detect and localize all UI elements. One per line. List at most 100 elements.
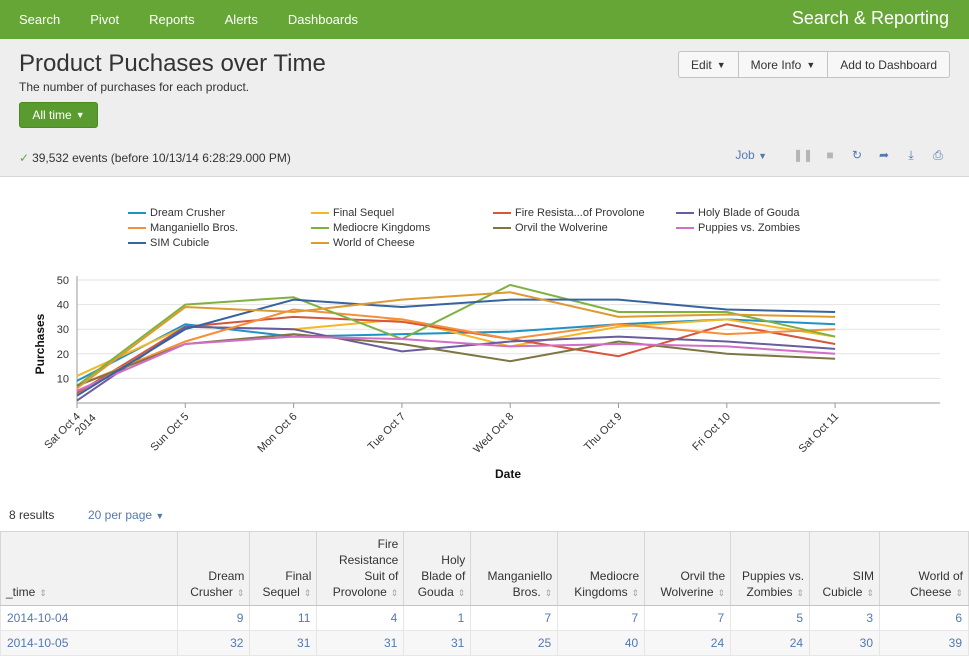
legend-item[interactable]: SIM Cubicle	[128, 237, 209, 249]
value-cell[interactable]: 7	[644, 605, 732, 631]
time-cell[interactable]: 2014-10-04	[0, 605, 179, 631]
column-header-label: SIM	[852, 569, 875, 583]
legend-label: SIM Cubicle	[150, 237, 210, 249]
x-tick-label-line: Wed Oct 8	[471, 411, 516, 456]
time-cell[interactable]: 2014-10-05	[0, 630, 179, 656]
column-header[interactable]: SIM Cubicle ⇕	[809, 531, 881, 606]
sort-icon[interactable]: ⇕	[866, 588, 875, 598]
nav-reports[interactable]: Reports	[149, 12, 195, 27]
app-title[interactable]: Search & Reporting	[791, 8, 949, 28]
legend-item[interactable]: Mediocre Kingdoms	[311, 222, 430, 234]
legend-item[interactable]: Dream Crusher	[128, 207, 225, 219]
value-cell[interactable]: 7	[557, 605, 646, 631]
column-header[interactable]: Dream Crusher ⇕	[177, 531, 251, 606]
y-tick-label: 20	[57, 349, 69, 361]
series-line	[76, 308, 836, 387]
legend-item[interactable]: Final Sequel	[311, 207, 394, 219]
results-table: _time ⇕ Dream Crusher ⇕ Final Sequel ⇕ Fire Resis…	[0, 531, 969, 656]
value-cell[interactable]: 31	[403, 630, 472, 656]
value-cell[interactable]: 9	[177, 605, 251, 631]
legend-swatch	[676, 212, 694, 214]
nav-dashboards[interactable]: Dashboards	[287, 12, 358, 27]
x-tick-label-line: Tue Oct 7	[366, 411, 408, 453]
value-cell[interactable]: 24	[644, 630, 732, 656]
column-header[interactable]: Holy Blade of Gouda ⇕	[403, 531, 472, 606]
column-header[interactable]: Fire Resistance Suit of Provolone ⇕	[316, 531, 405, 606]
sort-icon[interactable]: ⇕	[303, 588, 312, 598]
value-cell[interactable]: 30	[809, 630, 881, 656]
legend-label: Puppies vs. Zombies	[698, 222, 801, 234]
value-cell[interactable]: 1	[403, 605, 472, 631]
legend-item[interactable]: Orvil the Wolverine	[493, 222, 608, 234]
value-cell[interactable]: 24	[730, 630, 811, 656]
sort-icon[interactable]: ⇕	[955, 588, 963, 598]
chevron-down-icon: ▼	[155, 511, 165, 521]
sort-icon[interactable]: ⇕	[39, 588, 47, 598]
edit-button[interactable]: Edit ▼	[678, 51, 739, 78]
column-header[interactable]: Orvil the Wolverine ⇕	[644, 531, 732, 606]
print-icon[interactable]: ⎙	[933, 147, 943, 162]
nav-pivot[interactable]: Pivot	[90, 12, 120, 27]
column-header-label: _time	[6, 585, 36, 599]
column-header[interactable]: _time ⇕	[0, 531, 179, 606]
value-cell[interactable]: 39	[879, 630, 969, 656]
legend-swatch	[128, 242, 146, 244]
value-cell[interactable]: 7	[470, 605, 559, 631]
export-icon[interactable]: ⤓	[908, 147, 914, 162]
per-page-select[interactable]: 20 per page ▼	[88, 508, 164, 522]
sort-icon[interactable]: ⇕	[390, 588, 399, 598]
value-cell[interactable]: 31	[316, 630, 405, 656]
column-header[interactable]: Manganiello Bros. ⇕	[470, 531, 559, 606]
refresh-icon[interactable]: ↻	[851, 148, 863, 162]
column-header-label: Fire	[377, 537, 399, 551]
value-cell[interactable]: 6	[879, 605, 969, 631]
sort-icon[interactable]: ⇕	[631, 588, 640, 598]
table-row: 2014-10-05 32 31 31 31 25 40 24 24 30 39	[0, 630, 969, 656]
add-to-dashboard-button[interactable]: Add to Dashboard	[828, 51, 950, 78]
value-cell[interactable]: 25	[470, 630, 559, 656]
legend-item[interactable]: World of Cheese	[311, 237, 415, 249]
stop-icon[interactable]: ■	[826, 148, 834, 162]
column-header[interactable]: Mediocre Kingdoms ⇕	[557, 531, 646, 606]
report-actions: Edit ▼ More Info ▼ Add to Dashboard	[678, 51, 950, 78]
series-line	[76, 325, 836, 402]
share-icon[interactable]: ➦	[878, 148, 890, 162]
column-header[interactable]: Puppies vs. Zombies ⇕	[730, 531, 811, 606]
column-header-label: Dream	[208, 569, 245, 583]
x-axis-title: Date	[495, 467, 521, 481]
nav-alerts[interactable]: Alerts	[224, 12, 258, 27]
sort-icon[interactable]: ⇕	[796, 588, 805, 598]
value-cell[interactable]: 40	[557, 630, 646, 656]
top-nav: Search Pivot Reports Alerts Dashboards S…	[0, 0, 969, 39]
sort-icon[interactable]: ⇕	[457, 588, 466, 598]
column-header-label: Resistance	[338, 553, 399, 567]
pause-icon[interactable]: ❚❚	[792, 148, 814, 162]
chevron-down-icon: ▼	[758, 151, 767, 161]
value-cell[interactable]: 3	[809, 605, 881, 631]
sort-icon[interactable]: ⇕	[236, 588, 245, 598]
more-info-button[interactable]: More Info ▼	[738, 51, 829, 78]
legend-item[interactable]: Fire Resista...of Provolone	[493, 207, 645, 219]
x-tick-label-line: Fri Oct 10	[690, 411, 733, 454]
x-tick-label-line: Thu Oct 9	[582, 411, 625, 454]
event-count: ✓ 39,532 events (before 10/13/14 6:28:29.…	[19, 151, 291, 165]
job-menu[interactable]: Job ▼	[735, 148, 767, 162]
line-chart: Dream Crusher Final Sequel Fire Resista...…	[0, 178, 969, 500]
sort-icon[interactable]: ⇕	[544, 588, 553, 598]
x-tick-label: Mon Oct 6	[255, 411, 299, 455]
value-cell[interactable]: 4	[316, 605, 405, 631]
column-header[interactable]: World of Cheese ⇕	[879, 531, 969, 606]
value-cell[interactable]: 31	[249, 630, 318, 656]
time-range-picker[interactable]: All time ▼	[19, 102, 98, 128]
value-cell[interactable]: 32	[177, 630, 251, 656]
column-header-label: Provolone	[332, 585, 387, 599]
sort-icon[interactable]: ⇕	[717, 588, 726, 598]
legend-item[interactable]: Manganiello Bros.	[128, 222, 238, 234]
value-cell[interactable]: 11	[249, 605, 318, 631]
value-cell[interactable]: 5	[730, 605, 811, 631]
legend-item[interactable]: Puppies vs. Zombies	[676, 222, 800, 234]
legend-item[interactable]: Holy Blade of Gouda	[676, 207, 800, 219]
y-axis-title: Purchases	[33, 313, 47, 374]
nav-search[interactable]: Search	[19, 12, 61, 27]
column-header[interactable]: Final Sequel ⇕	[249, 531, 318, 606]
